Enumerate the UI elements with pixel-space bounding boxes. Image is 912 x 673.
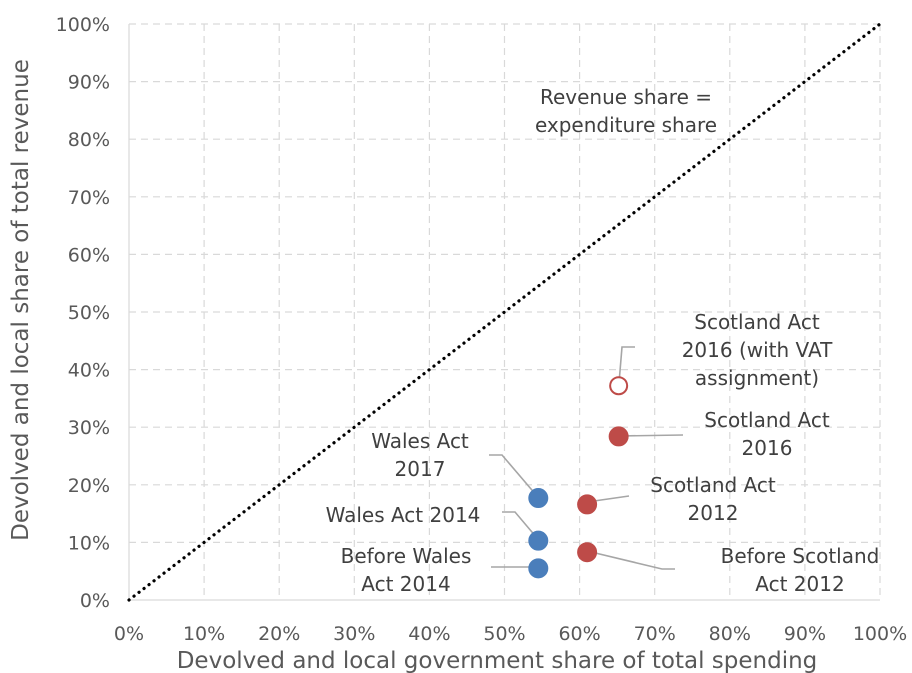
x-tick-label: 40% [408, 623, 450, 645]
point-label: Scotland Act 2012 [650, 473, 776, 525]
leader-line [489, 454, 538, 497]
axes [128, 24, 880, 601]
leader-lines [489, 346, 684, 570]
x-tick-label: 0% [114, 623, 144, 645]
point-labels: Before Wales Act 2014 Wales Act 2014 Wales … [326, 310, 880, 596]
y-tick-label: 100% [56, 14, 110, 36]
y-tick-label: 40% [68, 360, 110, 382]
point-label: Wales Act 2014 [326, 503, 481, 527]
leader-line [502, 511, 538, 539]
x-tick-label: 50% [483, 623, 525, 645]
leader-line [618, 434, 684, 437]
point-label: Wales Act 2017 [371, 429, 469, 481]
data-point-wales [528, 558, 549, 579]
y-tick-label: 20% [68, 475, 110, 497]
y-tick-label: 10% [68, 532, 110, 554]
x-tick-label: 30% [333, 623, 375, 645]
data-point-wales [528, 530, 549, 551]
y-axis-title: Devolved and local share of total revenu… [8, 59, 34, 541]
x-tick-label: 100% [853, 623, 907, 645]
y-tick-label: 80% [68, 129, 110, 151]
point-label: Scotland Act 2016 [704, 408, 830, 460]
y-tick-label: 70% [68, 187, 110, 209]
x-axis-title: Devolved and local government share of t… [177, 648, 818, 673]
grid-lines [129, 23, 881, 600]
x-tick-label: 90% [784, 623, 826, 645]
y-tick-label: 50% [68, 302, 110, 324]
point-label: Before Wales Act 2014 [341, 544, 472, 596]
x-tick-label: 20% [258, 623, 300, 645]
y-tick-label: 90% [68, 72, 110, 94]
y-tick-label: 30% [68, 417, 110, 439]
x-tick-label: 60% [558, 623, 600, 645]
x-tick-label: 70% [634, 623, 676, 645]
data-point-scotland [608, 426, 629, 447]
leader-line [618, 346, 635, 384]
leader-line [586, 550, 675, 570]
x-tick-label: 80% [709, 623, 751, 645]
data-point-wales [528, 488, 549, 509]
reference-line: Revenue share = expenditure share [127, 22, 882, 602]
reference-line-label: Revenue share = expenditure share [535, 85, 717, 137]
data-point-scotland [577, 494, 598, 515]
reference-diagonal-line [127, 22, 882, 602]
point-label: Before Scotland Act 2012 [721, 544, 880, 596]
tick-labels: 0% 10% 20% 30% 40% 50% 60% 70% 80% 90% 100% 0% 10% 20… [56, 14, 907, 645]
y-tick-label: 60% [68, 244, 110, 266]
data-point-scotland [577, 542, 598, 563]
data-points [528, 376, 629, 579]
data-point-scotland-hollow [609, 376, 629, 396]
x-tick-label: 10% [183, 623, 225, 645]
point-label: Scotland Act 2016 (with VAT assignment) [682, 310, 833, 390]
y-tick-label: 0% [80, 590, 110, 612]
